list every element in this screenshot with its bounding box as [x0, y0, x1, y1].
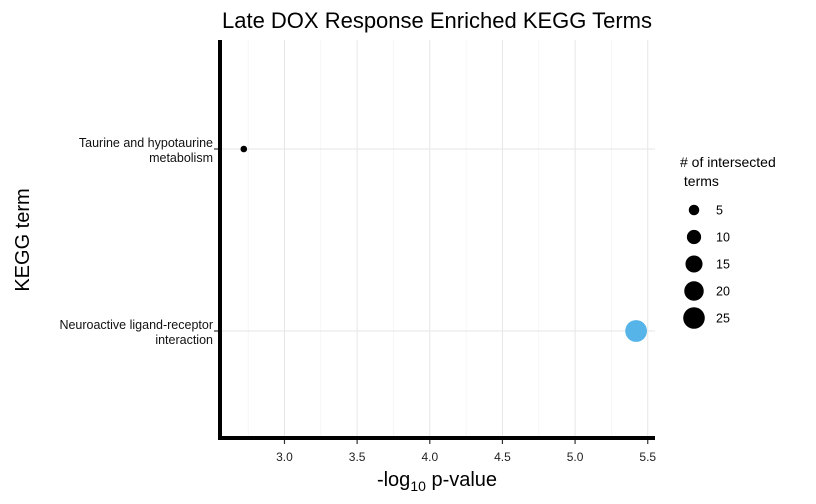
- legend-key: [686, 229, 702, 245]
- y-categories: Taurine and hypotaurine metabolism Neuroac…: [59, 136, 218, 347]
- data-point: [240, 145, 248, 153]
- x-tick-label: 5.0: [567, 450, 584, 464]
- y-axis-title: KEGG term: [12, 188, 34, 291]
- x-tick-label: 3.0: [276, 450, 293, 464]
- chart-title: Late DOX Response Enriched KEGG Terms: [222, 8, 652, 33]
- x-tick-label: 5.5: [639, 450, 656, 464]
- size-legend: # of intersected terms 5 10 15 20 25: [680, 154, 776, 329]
- legend-key: [684, 281, 704, 301]
- x-tick-label: 4.0: [421, 450, 438, 464]
- legend-key: [685, 255, 703, 273]
- y-category-label: Taurine and hypotaurine metabolism: [79, 136, 213, 165]
- y-category-label: Neuroactive ligand-receptor interaction: [59, 318, 213, 347]
- legend-label: 5: [716, 204, 723, 218]
- legend-label: 10: [716, 231, 730, 245]
- legend-key: [683, 307, 705, 329]
- legend-title-line-2: terms: [680, 173, 719, 189]
- x-tick-label: 4.5: [494, 450, 511, 464]
- legend-label: 15: [716, 258, 730, 272]
- x-tick-label: 3.5: [349, 450, 366, 464]
- x-axis-title: -log10 p-value: [377, 469, 497, 494]
- legend-label: 25: [716, 312, 730, 326]
- legend-title-line-1: # of intersected: [680, 154, 776, 170]
- legend-key: [688, 204, 700, 216]
- data-point: [625, 320, 648, 342]
- grid: [222, 40, 655, 436]
- legend-label: 20: [716, 285, 730, 299]
- x-ticks: 3.0 3.5 4.0 4.5 5.0 5.5: [276, 440, 656, 464]
- data-points: [240, 145, 648, 342]
